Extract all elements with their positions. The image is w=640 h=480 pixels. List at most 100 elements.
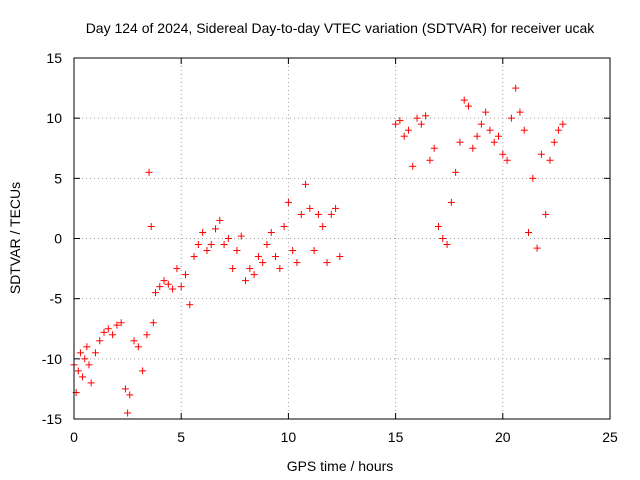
data-point: [246, 265, 254, 273]
data-point: [495, 132, 503, 140]
data-point: [392, 120, 400, 128]
data-point: [229, 265, 237, 273]
data-point: [280, 222, 288, 230]
x-tick-label: 20: [495, 429, 511, 445]
data-point: [100, 328, 108, 336]
data-point: [332, 204, 340, 212]
data-point: [520, 126, 528, 134]
data-point: [151, 289, 159, 297]
data-point: [413, 114, 421, 122]
data-point: [76, 349, 84, 357]
data-point: [323, 259, 331, 267]
data-point: [177, 283, 185, 291]
data-point: [306, 204, 314, 212]
data-point: [559, 120, 567, 128]
data-point: [134, 343, 142, 351]
x-tick-label: 0: [70, 429, 78, 445]
data-point: [310, 247, 318, 255]
data-point: [533, 244, 541, 252]
data-points: [70, 84, 567, 417]
data-point: [233, 247, 241, 255]
data-point: [555, 126, 563, 134]
data-point: [284, 198, 292, 206]
data-point: [503, 156, 511, 164]
data-point: [314, 210, 322, 218]
data-point: [272, 253, 280, 261]
data-point: [525, 228, 533, 236]
data-point: [83, 343, 91, 351]
data-point: [490, 138, 498, 146]
data-point: [81, 355, 89, 363]
data-point: [546, 156, 554, 164]
data-point: [79, 373, 87, 381]
data-point: [250, 271, 258, 279]
data-point: [91, 349, 99, 357]
data-point: [113, 321, 121, 329]
x-axis-label: GPS time / hours: [287, 458, 394, 474]
data-point: [203, 247, 211, 255]
data-point: [117, 319, 125, 327]
y-tick-label: -10: [42, 351, 62, 367]
data-point: [542, 210, 550, 218]
data-point: [469, 144, 477, 152]
data-point: [194, 241, 202, 249]
data-point: [507, 114, 515, 122]
data-point: [430, 144, 438, 152]
data-point: [237, 232, 245, 240]
y-tick-label: -5: [50, 291, 63, 307]
data-point: [173, 265, 181, 273]
data-point: [186, 301, 194, 309]
grid-lines: [74, 58, 610, 419]
data-point: [289, 247, 297, 255]
data-point: [85, 361, 93, 369]
data-point: [139, 367, 147, 375]
data-point: [537, 150, 545, 158]
y-tick-label: 10: [46, 110, 62, 126]
data-point: [149, 319, 157, 327]
data-point: [319, 222, 327, 230]
data-point: [242, 277, 250, 285]
data-point: [336, 253, 344, 261]
data-point: [190, 253, 198, 261]
x-tick-label: 5: [177, 429, 185, 445]
data-point: [276, 265, 284, 273]
data-point: [477, 120, 485, 128]
data-point: [302, 180, 310, 188]
data-point: [130, 337, 138, 345]
data-point: [464, 102, 472, 110]
data-point: [109, 331, 117, 339]
x-tick-label: 25: [602, 429, 618, 445]
data-point: [486, 126, 494, 134]
data-point: [216, 216, 224, 224]
data-point: [96, 337, 104, 345]
data-point: [460, 96, 468, 104]
data-point: [417, 120, 425, 128]
data-point: [443, 241, 451, 249]
data-point: [452, 168, 460, 176]
data-point: [456, 138, 464, 146]
data-point: [512, 84, 520, 92]
data-point: [164, 280, 172, 288]
y-axis-label: SDTVAR / TECUs: [7, 182, 23, 294]
data-point: [147, 222, 155, 230]
data-point: [143, 331, 151, 339]
y-tick-label: 5: [54, 170, 62, 186]
data-point: [126, 391, 134, 399]
data-point: [409, 162, 417, 170]
x-tick-label: 15: [388, 429, 404, 445]
data-point: [224, 235, 232, 242]
data-point: [104, 325, 112, 333]
data-point: [207, 241, 215, 249]
data-point: [439, 235, 447, 242]
data-point: [422, 112, 430, 120]
data-point: [169, 285, 177, 293]
chart-title: Day 124 of 2024, Sidereal Day-to-day VTE…: [86, 20, 596, 36]
axis-ticks: 0 5 10 15 20 25 -15 -10 -5 0 5 10 15: [42, 50, 618, 445]
data-point: [434, 222, 442, 230]
data-point: [499, 150, 507, 158]
data-point: [254, 253, 262, 261]
data-point: [267, 228, 275, 236]
data-point: [199, 228, 207, 236]
data-point: [124, 409, 132, 417]
